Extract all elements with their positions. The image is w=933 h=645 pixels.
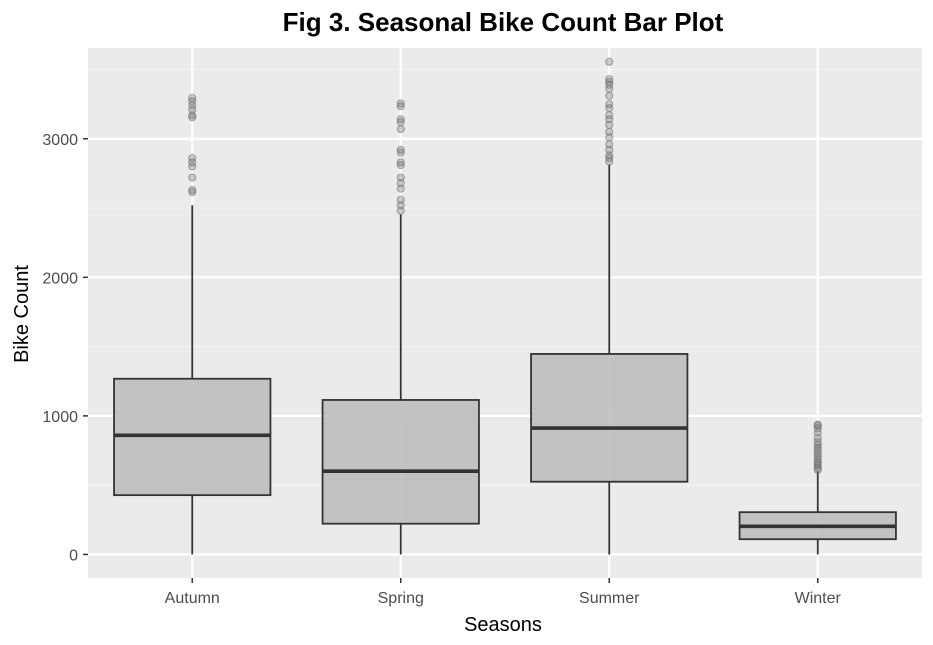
- y-tick-label: 0: [69, 547, 78, 564]
- outlier-point: [396, 158, 405, 167]
- box-spring: [321, 99, 480, 555]
- outlier-point: [813, 454, 822, 463]
- outlier-point: [813, 446, 822, 455]
- outlier-point: [396, 145, 405, 154]
- outlier-point: [188, 185, 197, 195]
- outlier-point: [605, 91, 614, 100]
- outlier-point: [188, 93, 197, 102]
- outlier-point: [813, 433, 822, 443]
- outlier-point: [396, 99, 405, 108]
- outlier-point: [605, 111, 614, 120]
- outlier-point: [605, 133, 614, 142]
- outlier-point: [605, 77, 614, 87]
- outlier-point: [396, 201, 405, 210]
- outlier-point: [396, 115, 405, 124]
- box-autumn: [113, 93, 272, 555]
- y-tick-label: 3000: [42, 132, 78, 149]
- outlier-point: [813, 465, 822, 475]
- box-summer: [530, 57, 689, 555]
- outlier-point: [188, 105, 197, 114]
- outlier-point: [396, 184, 405, 193]
- plot-panel: [88, 48, 922, 578]
- outlier-point: [396, 173, 405, 182]
- outlier-point: [188, 111, 197, 120]
- outlier-point: [605, 145, 614, 154]
- outlier-point: [188, 173, 197, 182]
- outlier-point: [396, 195, 405, 204]
- outlier-point: [813, 449, 822, 458]
- outlier-point: [605, 140, 614, 149]
- outlier-point: [188, 162, 197, 171]
- outlier-point: [605, 104, 614, 113]
- outlier-point: [605, 80, 614, 89]
- outlier-point: [188, 158, 197, 167]
- outlier-point: [188, 188, 197, 197]
- chart-title: Fig 3. Seasonal Bike Count Bar Plot: [283, 7, 724, 37]
- outlier-point: [605, 100, 614, 109]
- outlier-point: [396, 206, 405, 215]
- outlier-point: [396, 160, 405, 170]
- outlier-point: [605, 127, 614, 136]
- outlier-point: [813, 463, 822, 472]
- outlier-point: [813, 420, 822, 429]
- outlier-point: [605, 154, 614, 163]
- boxes-layer: [113, 57, 897, 555]
- axes-layer: 0 1000 2000 3000 Autumn Spring Summer Winter: [42, 132, 841, 607]
- outlier-point: [396, 102, 405, 111]
- box-iqr: [530, 353, 689, 483]
- outlier-point: [813, 438, 822, 447]
- outlier-point: [813, 443, 822, 452]
- outlier-point: [396, 118, 405, 127]
- outlier-point: [396, 178, 405, 188]
- x-tick-label: Spring: [378, 590, 424, 607]
- x-tick-label: Summer: [579, 590, 640, 607]
- x-axis-label: Seasons: [464, 614, 542, 636]
- box-winter: [738, 420, 897, 555]
- y-axis-label: Bike Count: [11, 265, 33, 363]
- y-tick-label: 1000: [42, 409, 78, 426]
- panel-background: [88, 48, 922, 578]
- outlier-point: [188, 154, 197, 163]
- outlier-point: [605, 151, 614, 160]
- outlier-point: [813, 451, 822, 461]
- outlier-point: [605, 75, 614, 84]
- box-iqr: [321, 399, 480, 525]
- outlier-point: [605, 57, 614, 66]
- y-tick-label: 2000: [42, 270, 78, 287]
- outlier-point: [396, 124, 405, 134]
- outlier-point: [605, 115, 614, 124]
- outlier-point: [396, 148, 405, 157]
- outlier-point: [605, 120, 614, 130]
- x-tick-label: Autumn: [165, 590, 220, 607]
- outlier-point: [813, 457, 822, 466]
- x-tick-label: Winter: [795, 590, 842, 607]
